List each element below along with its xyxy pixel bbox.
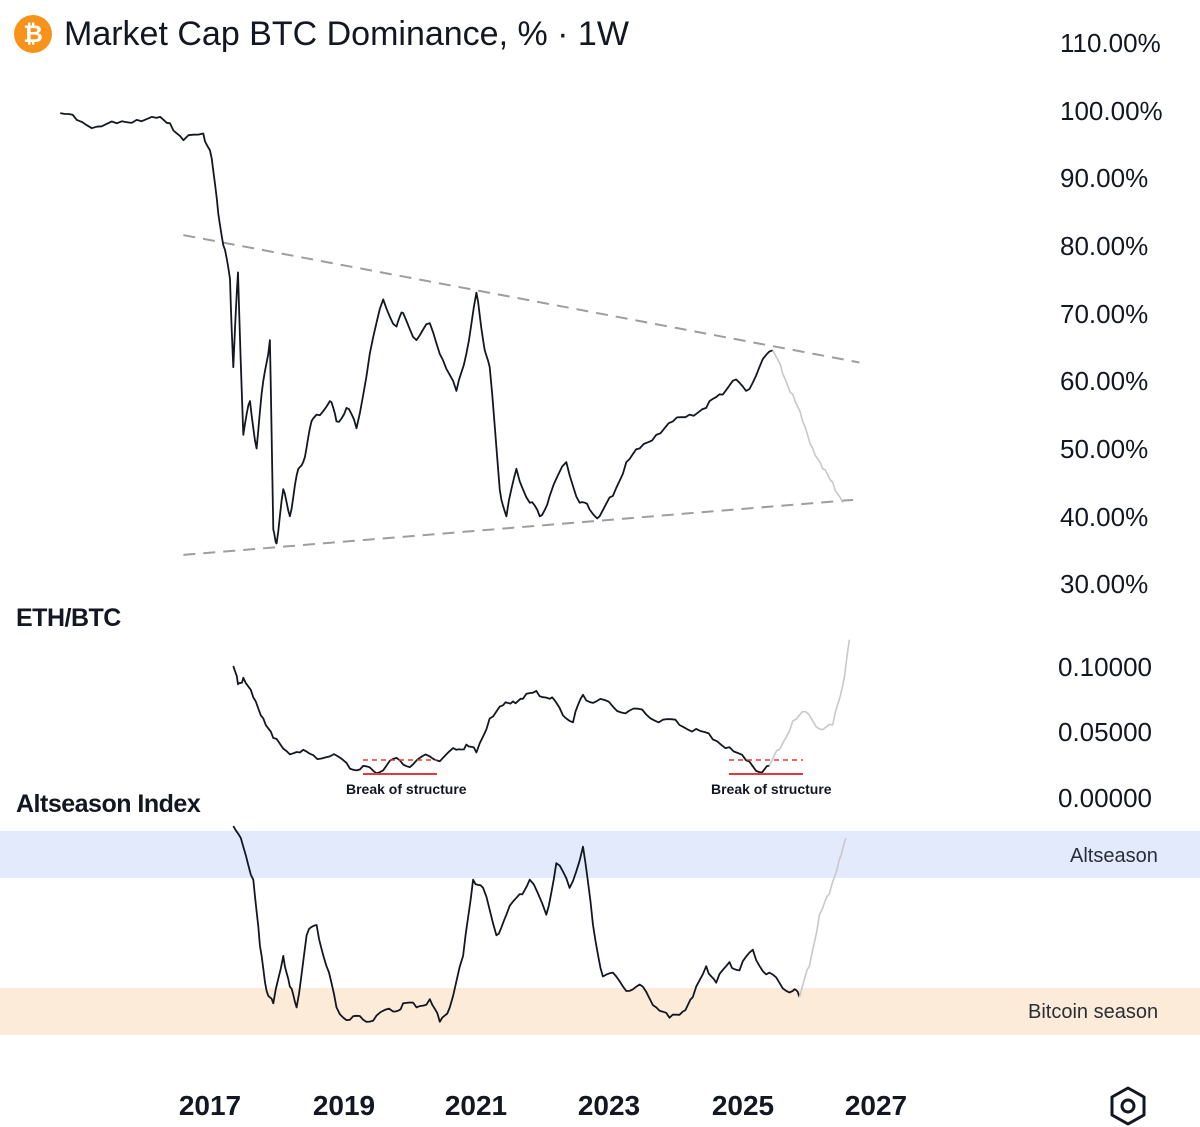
x-tick-label: 2017 xyxy=(178,1090,242,1121)
altseason-band-label: Altseason xyxy=(1070,845,1158,867)
altseason-panel-title: Altseason Index xyxy=(16,790,201,818)
y-tick-label: 40.00% xyxy=(1060,502,1149,532)
break-of-structure-label: Break of structure xyxy=(711,781,832,797)
x-tick-label: 2023 xyxy=(577,1090,641,1121)
chart-header: ₿ Market Cap BTC Dominance, % · 1W xyxy=(14,12,629,56)
bitcoin-season-band-label: Bitcoin season xyxy=(1028,1001,1159,1023)
y-tick-label: 50.00% xyxy=(1060,434,1149,464)
y-tick-label: 100.00% xyxy=(1060,96,1163,126)
trendline xyxy=(183,234,860,364)
break-of-structure-label: Break of structure xyxy=(346,781,467,797)
y-tick-label: 70.00% xyxy=(1060,299,1149,329)
y-tick-label: 0.00000 xyxy=(1058,783,1152,813)
x-tick-label: 2027 xyxy=(844,1090,908,1121)
eth-btc-panel-title: ETH/BTC xyxy=(16,604,121,632)
y-tick-label: 0.10000 xyxy=(1058,652,1152,682)
bitcoin-season-band xyxy=(0,988,1200,1035)
trendline xyxy=(183,498,860,556)
y-tick-label: 30.00% xyxy=(1060,569,1149,599)
y-tick-label: 90.00% xyxy=(1060,163,1149,193)
altseason-band xyxy=(0,831,1200,878)
y-tick-label: 60.00% xyxy=(1060,366,1149,396)
x-tick-label: 2021 xyxy=(444,1090,508,1121)
x-tick-label: 2025 xyxy=(711,1090,775,1121)
chart-title: Market Cap BTC Dominance, % · 1W xyxy=(64,14,629,53)
series-line xyxy=(232,825,801,1023)
y-tick-label: 80.00% xyxy=(1060,231,1149,261)
bitcoin-icon: ₿ xyxy=(14,15,52,53)
projection-line xyxy=(798,838,847,998)
series-line xyxy=(60,112,774,545)
projection-line xyxy=(772,349,844,504)
y-tick-label: 110.00% xyxy=(1060,28,1161,58)
projection-line xyxy=(768,639,851,766)
settings-hexagon-icon[interactable] xyxy=(1108,1086,1148,1126)
y-tick-label: 0.05000 xyxy=(1058,717,1152,747)
x-tick-label: 2019 xyxy=(312,1090,376,1121)
series-line xyxy=(232,665,770,775)
